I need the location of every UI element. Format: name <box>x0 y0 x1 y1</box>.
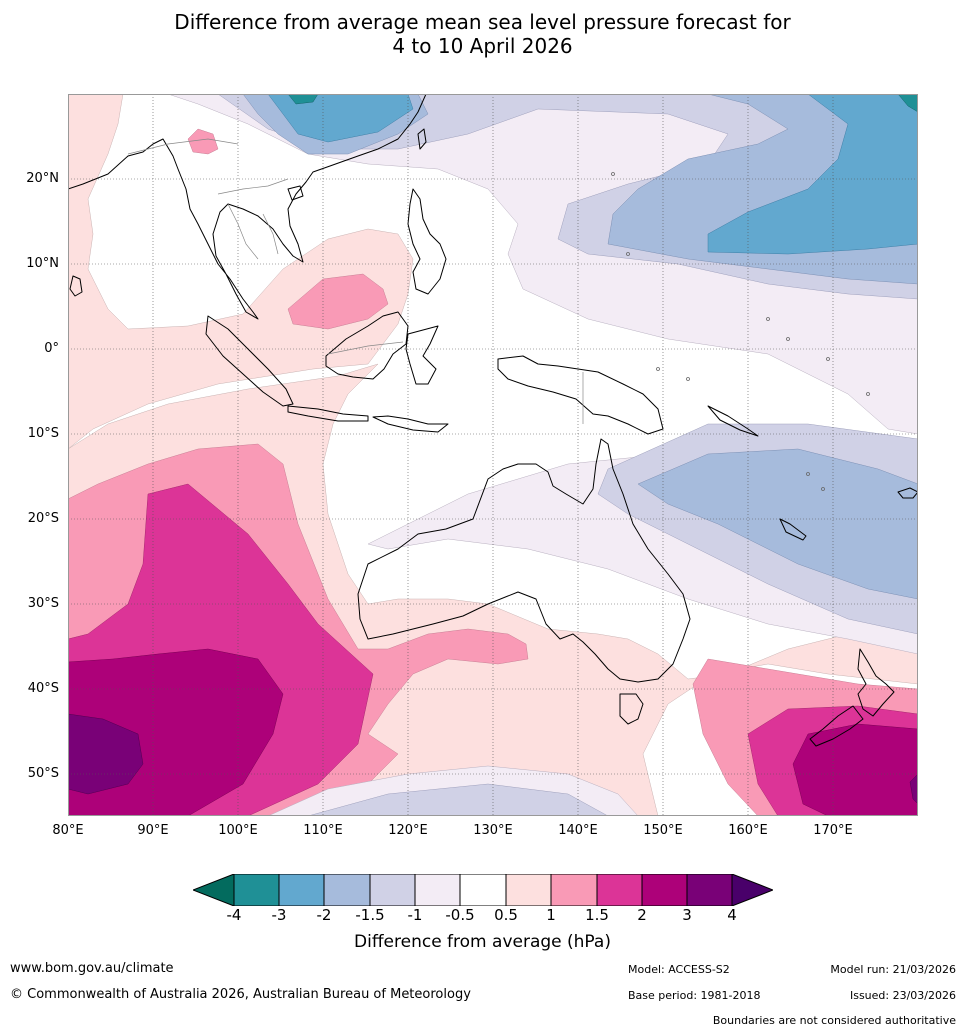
colorbar-arrow-high <box>731 873 775 907</box>
lon-label-130e: 130°E <box>473 823 513 838</box>
anomaly-band-1-1.5 <box>187 128 219 155</box>
colorbar-tick: 4 <box>727 906 737 924</box>
small-islands <box>611 172 870 491</box>
anomaly-band-neg2-neg3 <box>707 94 918 255</box>
colorbar-swatch <box>686 873 733 907</box>
coastline-solomon <box>707 405 759 437</box>
coastline-lesser-sunda <box>372 415 449 433</box>
gridlines <box>68 94 918 816</box>
coastlines <box>68 94 918 747</box>
colorbar-tick: -3 <box>271 906 287 924</box>
footer-issued: Issued: 23/03/2026 <box>849 989 956 1002</box>
colorbar-arrow-low <box>191 873 235 907</box>
coastline-nz-north <box>857 648 895 717</box>
coastline-java <box>287 405 369 422</box>
lon-label-150e: 150°E <box>643 823 683 838</box>
colorbar-swatch <box>323 873 371 907</box>
colorbar-tick: -0.5 <box>445 906 475 924</box>
lat-label-0: 0° <box>44 341 59 356</box>
coastline-fiji <box>897 487 918 499</box>
anomaly-band-neg2-neg3 <box>267 94 414 143</box>
colorbar-swatch <box>641 873 688 907</box>
footer-model: Model: ACCESS-S2 <box>628 963 730 976</box>
coastline-new-caledonia <box>779 518 807 541</box>
colorbar-swatch <box>369 873 416 907</box>
footer-website: www.bom.gov.au/climate <box>10 961 174 976</box>
anomaly-band-neg3-neg4 <box>897 94 918 113</box>
coastline-sumatra <box>205 315 294 407</box>
lat-label-10s: 10°S <box>27 426 59 441</box>
lon-label-120e: 120°E <box>388 823 428 838</box>
coastline-borneo <box>325 311 409 380</box>
colorbar-tick: 0.5 <box>494 906 518 924</box>
colorbar-label: Difference from average (hPa) <box>354 932 611 952</box>
lat-label-30s: 30°S <box>27 596 59 611</box>
lat-label-10n: 10°N <box>26 256 59 271</box>
footer-base-period: Base period: 1981-2018 <box>628 989 761 1002</box>
country-boundaries <box>127 138 584 424</box>
anomaly-band-0.5-1 <box>68 94 414 450</box>
title-line-2: 4 to 10 April 2026 <box>392 34 573 58</box>
title-line-1: Difference from average mean sea level p… <box>174 10 791 34</box>
coastline-hainan <box>287 185 304 201</box>
colorbar-swatch <box>459 873 507 907</box>
colorbar-tick: -2 <box>316 906 332 924</box>
lon-label-100e: 100°E <box>218 823 258 838</box>
anomaly-band-1-1.5 <box>287 273 389 330</box>
coastline-asia <box>68 94 427 320</box>
anomaly-band-2-3 <box>792 723 918 816</box>
colorbar-tick: -4 <box>226 906 242 924</box>
colorbar-swatch <box>414 873 461 907</box>
anomaly-band-neg1.5-neg2 <box>637 448 918 600</box>
colorbar-tick: 3 <box>682 906 692 924</box>
coastline-taiwan <box>417 128 427 150</box>
colorbar <box>191 873 775 907</box>
lon-label-170e: 170°E <box>813 823 853 838</box>
coastline-philippines <box>407 188 447 295</box>
colorbar-swatch <box>505 873 552 907</box>
colorbar-tick: 1.5 <box>585 906 609 924</box>
colorbar-tick: -1.5 <box>355 906 385 924</box>
footer-copyright: © Commonwealth of Australia 2026, Austra… <box>10 987 471 1002</box>
footer-disclaimer: Boundaries are not considered authoritat… <box>712 1014 956 1027</box>
colorbar-tick: 1 <box>546 906 556 924</box>
lat-label-40s: 40°S <box>27 681 59 696</box>
colorbar-swatch <box>278 873 325 907</box>
anomaly-band-neg3-neg4 <box>287 94 319 105</box>
colorbar-tick: 2 <box>637 906 647 924</box>
lon-label-80e: 80°E <box>52 823 84 838</box>
footer-model-run: Model run: 21/03/2026 <box>830 963 956 976</box>
lat-label-20n: 20°N <box>26 171 59 186</box>
colorbar-swatch <box>550 873 598 907</box>
anomaly-band-3-4 <box>909 773 918 805</box>
lat-label-20s: 20°S <box>27 511 59 526</box>
lon-label-90e: 90°E <box>137 823 169 838</box>
coastline-australia <box>357 438 691 683</box>
coastline-sri-lanka <box>69 275 83 297</box>
lon-label-140e: 140°E <box>558 823 598 838</box>
lon-label-160e: 160°E <box>728 823 768 838</box>
colorbar-swatch <box>596 873 643 907</box>
anomaly-map <box>68 94 918 816</box>
lon-label-110e: 110°E <box>303 823 343 838</box>
map-title: Difference from average mean sea level p… <box>0 10 965 58</box>
colorbar-swatch <box>233 873 280 907</box>
coastline-sulawesi <box>405 325 439 385</box>
coastline-new-guinea <box>497 355 664 435</box>
coastline-nz-south <box>809 705 864 747</box>
anomaly-band-neg1-neg1.5 <box>307 783 609 816</box>
colorbar-tick: -1 <box>407 906 423 924</box>
coastline-tasmania <box>619 693 644 725</box>
lat-label-50s: 50°S <box>27 766 59 781</box>
